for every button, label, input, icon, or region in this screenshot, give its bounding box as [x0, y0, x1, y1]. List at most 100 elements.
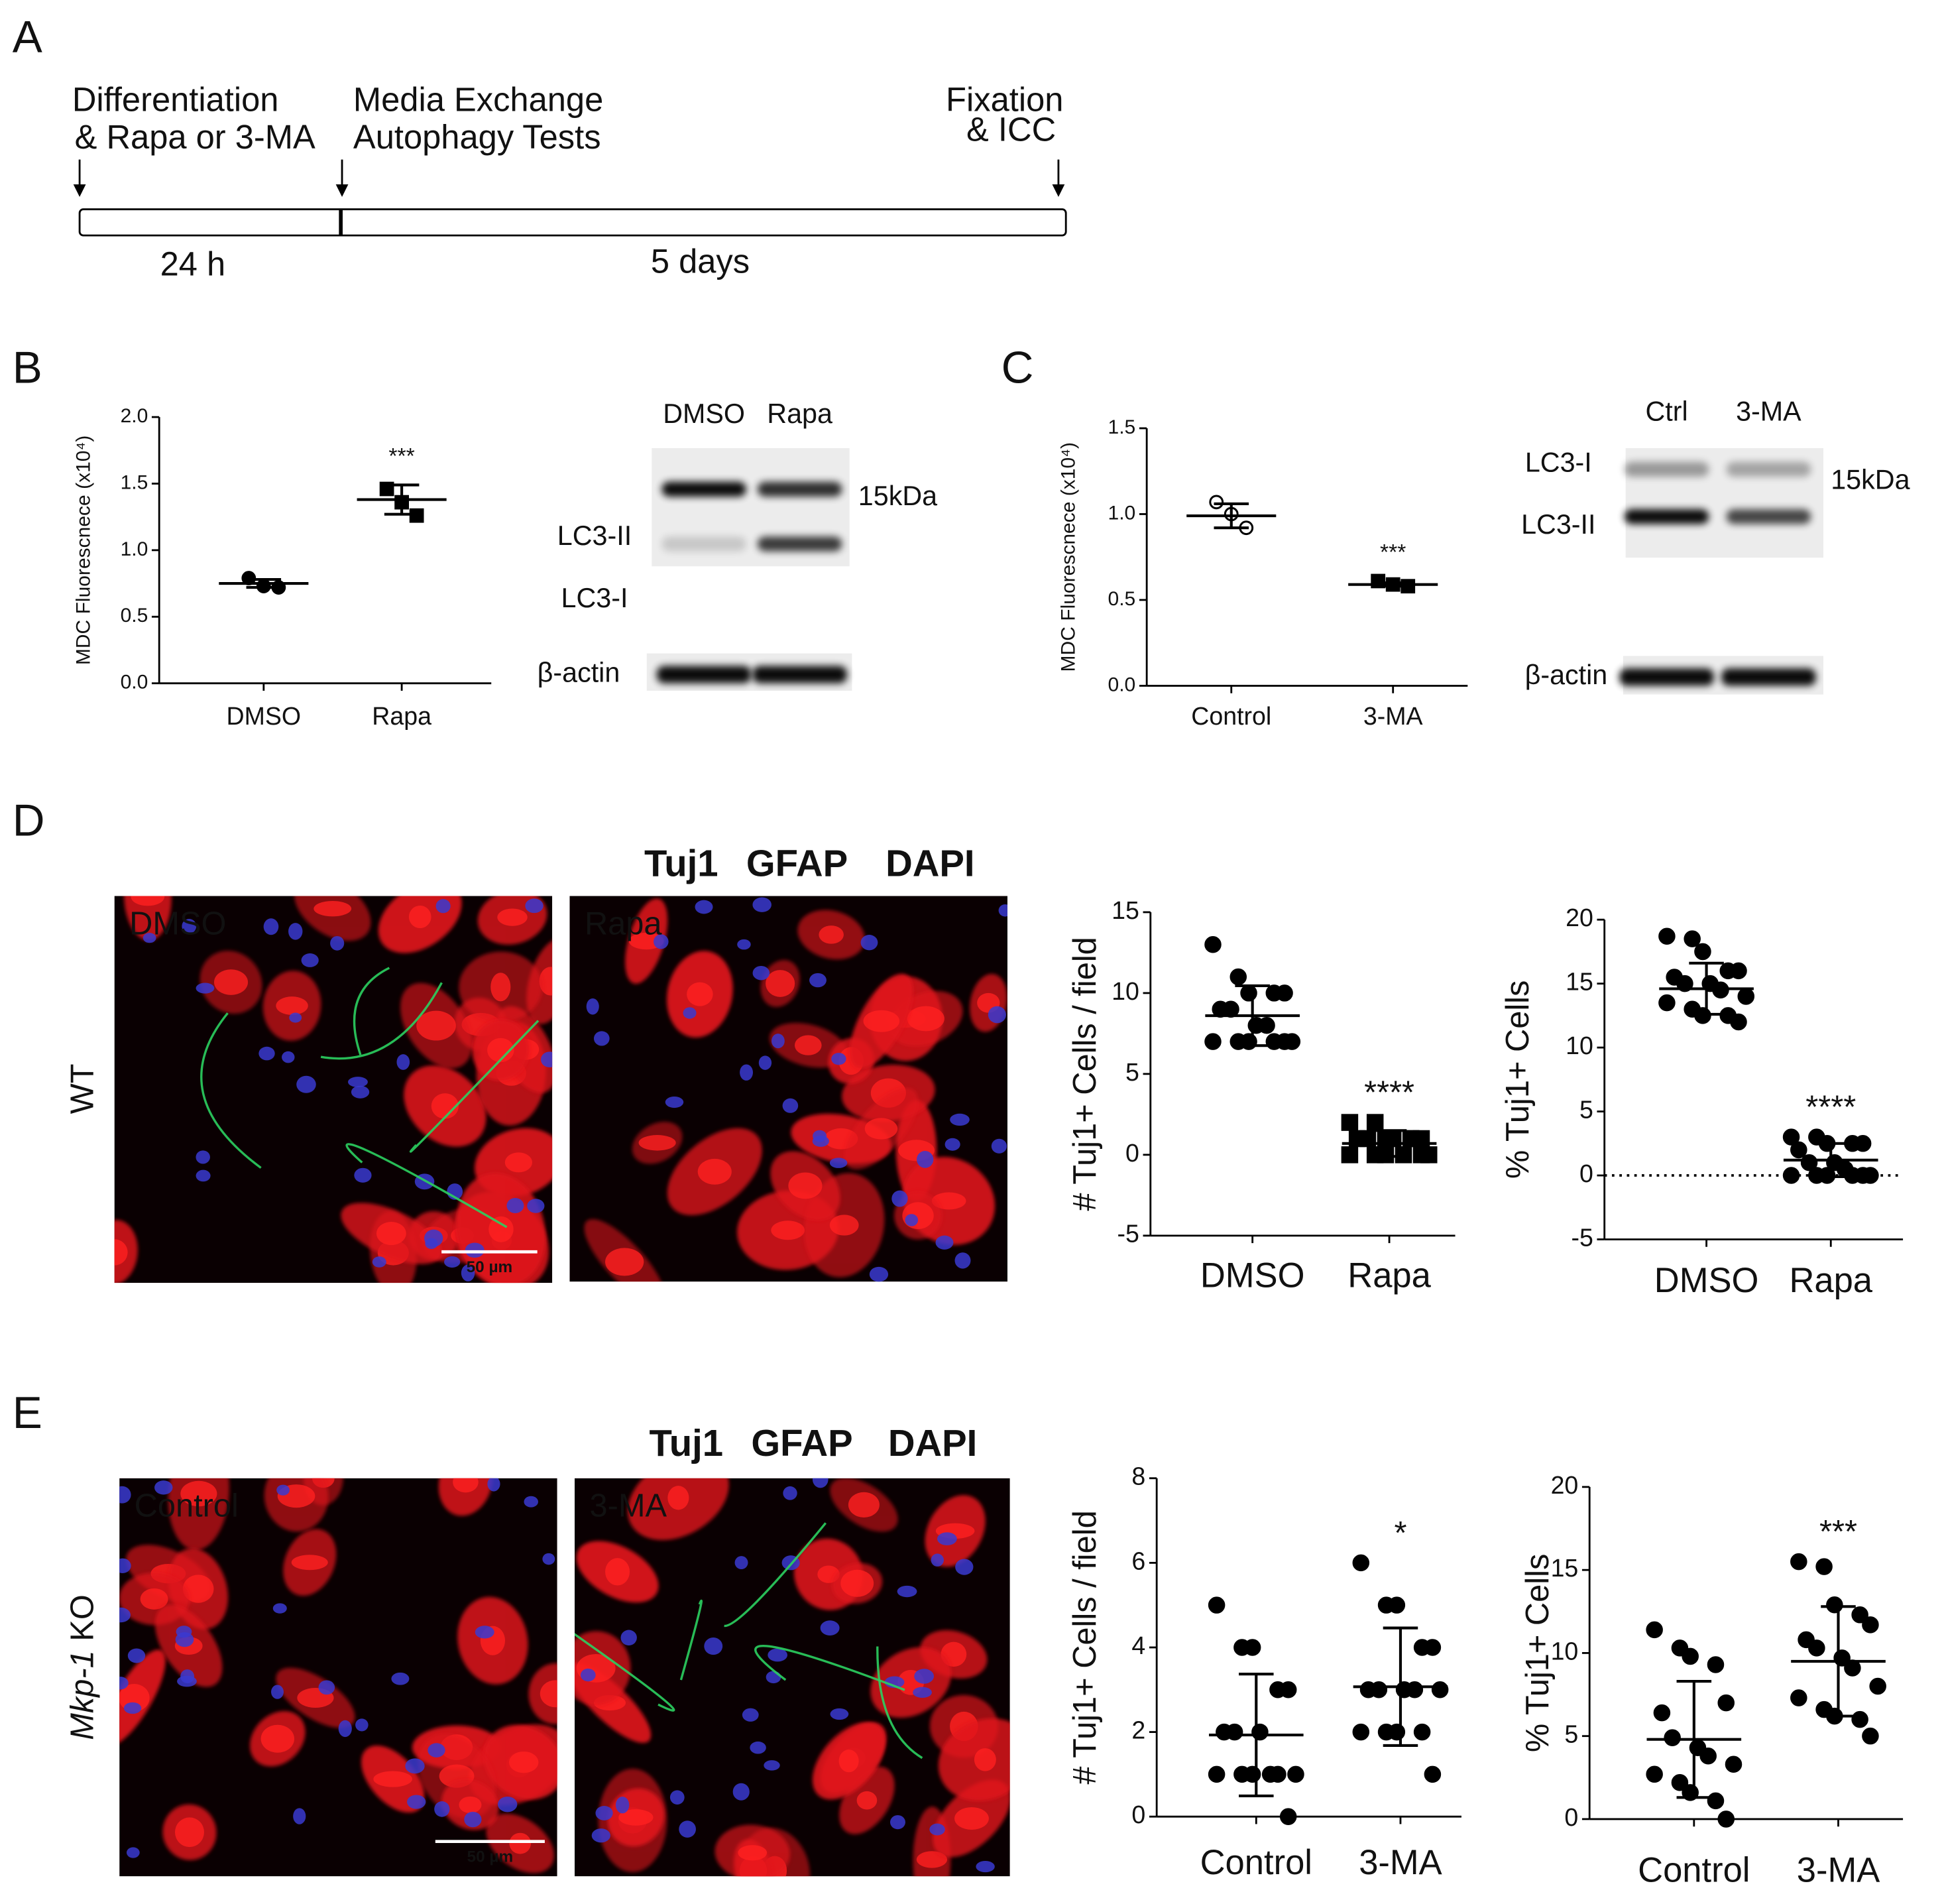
- point: [1208, 1765, 1226, 1783]
- nucleus: [752, 965, 770, 981]
- nucleus: [620, 1630, 637, 1646]
- nucleus: [931, 1553, 944, 1567]
- band: [1721, 668, 1816, 686]
- nucleus: [143, 933, 156, 943]
- cell-core: [766, 970, 795, 997]
- nucleus: [330, 935, 345, 951]
- error-bar: [1821, 1605, 1856, 1718]
- micrograph-content: [569, 896, 1007, 1282]
- nucleus: [435, 899, 451, 914]
- cell-core: [509, 1832, 532, 1854]
- x-tick-label: Rapa: [372, 702, 431, 730]
- timeline-phase: 24 h: [160, 245, 226, 282]
- point: [1413, 1723, 1431, 1741]
- cell-core: [794, 1035, 822, 1055]
- cell-core: [829, 1215, 859, 1236]
- nucleus: [897, 1585, 917, 1598]
- lane-label: Ctrl: [1645, 396, 1687, 426]
- point: [1377, 1146, 1395, 1163]
- nucleus: [991, 1138, 1007, 1154]
- point: [1717, 1811, 1735, 1828]
- cell-core: [771, 1220, 805, 1240]
- panel-label: B: [13, 343, 42, 393]
- nucleus: [542, 1553, 555, 1565]
- cell-core: [376, 1222, 406, 1246]
- band-label: LC3-I: [561, 583, 628, 613]
- nucleus: [282, 1051, 295, 1063]
- space: [64, 1641, 100, 1651]
- nucleus: [831, 1053, 846, 1065]
- nucleus: [525, 898, 543, 914]
- point: [1676, 975, 1693, 992]
- timeline-label: & Rapa or 3-MA: [75, 118, 315, 156]
- scale-bar-label: 50 µm: [467, 1258, 513, 1276]
- micrograph-content: [119, 1478, 557, 1877]
- y-axis-label: % Tuj1+ Cells: [1520, 1554, 1556, 1753]
- y-tick-label: 1.0: [121, 538, 148, 560]
- nucleus: [586, 998, 599, 1015]
- y-tick-label: 15: [1112, 896, 1139, 924]
- y-tick-label: 0.0: [121, 672, 148, 693]
- nucleus: [524, 1496, 538, 1508]
- point: [1287, 1765, 1304, 1783]
- nucleus: [289, 1012, 302, 1023]
- arrow-head: [73, 184, 86, 197]
- neurite: [754, 1645, 905, 1691]
- panel-label: D: [13, 796, 45, 846]
- stain-label: DAPI: [888, 1422, 977, 1464]
- point: [1388, 1596, 1406, 1614]
- nucleus: [272, 1603, 287, 1614]
- x-tick-label: 3-MA: [1797, 1850, 1880, 1889]
- size-label: 15kDa: [1831, 465, 1910, 495]
- cell-core: [618, 1809, 654, 1826]
- point: [1730, 1013, 1747, 1031]
- timeline-label: Autophagy Tests: [353, 118, 601, 156]
- nucleus: [541, 1051, 553, 1068]
- cell-core: [260, 1724, 295, 1753]
- point: [1862, 1727, 1879, 1745]
- point: [1352, 1554, 1370, 1572]
- point: [1684, 930, 1701, 947]
- nucleus: [695, 900, 713, 914]
- nucleus: [258, 1046, 275, 1061]
- y-tick-label: 4: [1131, 1632, 1145, 1659]
- nucleus: [954, 1252, 971, 1269]
- nucleus: [679, 1820, 696, 1838]
- x-tick-label: Control: [1191, 702, 1271, 730]
- cell-core: [453, 1478, 479, 1493]
- point: [1243, 1765, 1261, 1783]
- arrow-head: [1052, 184, 1065, 197]
- cell-core: [416, 1010, 456, 1041]
- arrow-head: [335, 184, 349, 197]
- cell-core: [907, 1006, 944, 1032]
- nucleus: [487, 1478, 500, 1492]
- point: [1862, 1616, 1879, 1634]
- point: [1341, 1146, 1359, 1163]
- point: [1699, 1747, 1717, 1765]
- nucleus: [820, 1620, 840, 1636]
- nucleus: [869, 1266, 889, 1282]
- nucleus: [196, 1169, 211, 1182]
- nucleus: [271, 1685, 284, 1699]
- nucleus: [175, 1632, 194, 1647]
- y-axis-label: # Tuj1+ Cells / field: [1067, 1510, 1103, 1784]
- neurite: [724, 1522, 827, 1628]
- y-tick-label: -5: [1117, 1220, 1139, 1248]
- x-tick-label: 3-MA: [1359, 1843, 1442, 1882]
- band: [1726, 508, 1811, 524]
- point: [1243, 1639, 1261, 1656]
- point: [1815, 1558, 1833, 1575]
- nucleus: [830, 1708, 849, 1720]
- nucleus: [119, 1607, 131, 1623]
- timeline-label: Media Exchange: [353, 81, 603, 119]
- point: [1204, 935, 1222, 953]
- y-tick-label: 6: [1131, 1547, 1145, 1575]
- y-tick-label: 0.5: [121, 605, 148, 626]
- cell-core: [540, 1680, 557, 1708]
- point: [1658, 994, 1676, 1012]
- lane-label: Rapa: [767, 398, 832, 429]
- point: [1790, 1553, 1807, 1571]
- cell-core: [314, 900, 352, 917]
- nucleus: [338, 1720, 352, 1738]
